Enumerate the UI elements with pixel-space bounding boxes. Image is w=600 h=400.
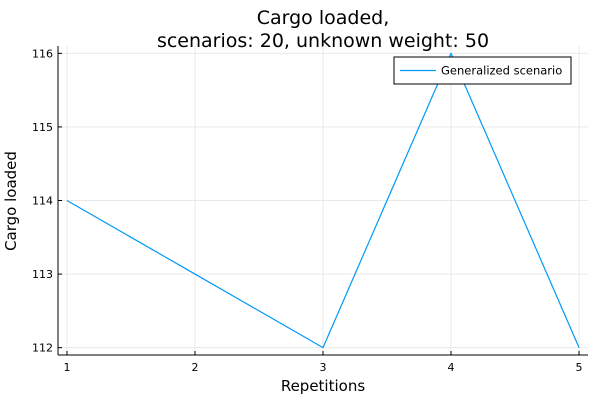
y-tick-label: 115	[32, 121, 53, 134]
chart-title-line2: scenarios: 20, unknown weight: 50	[157, 30, 489, 52]
y-tick-label: 112	[32, 342, 53, 355]
legend-label: Generalized scenario	[441, 64, 562, 78]
y-axis-label: Cargo loaded	[2, 151, 20, 251]
series-line	[66, 52, 580, 349]
chart-title-line1: Cargo loaded,	[257, 7, 390, 29]
y-tick-label: 114	[32, 195, 53, 208]
x-tick-label: 1	[63, 361, 70, 374]
legend: Generalized scenario	[393, 56, 572, 85]
x-tick-label: 3	[320, 361, 327, 374]
y-tick-label: 113	[32, 268, 53, 281]
grid	[58, 46, 588, 355]
axes	[57, 46, 588, 356]
series-lines	[66, 52, 580, 349]
tick-labels: 1 2 3 4 5 112 113 114 115 116	[32, 47, 583, 374]
x-tick-label: 4	[448, 361, 455, 374]
x-tick-label: 5	[576, 361, 583, 374]
x-axis-label: Repetitions	[281, 377, 366, 395]
x-tick-label: 2	[191, 361, 198, 374]
y-tick-label: 116	[32, 47, 53, 60]
